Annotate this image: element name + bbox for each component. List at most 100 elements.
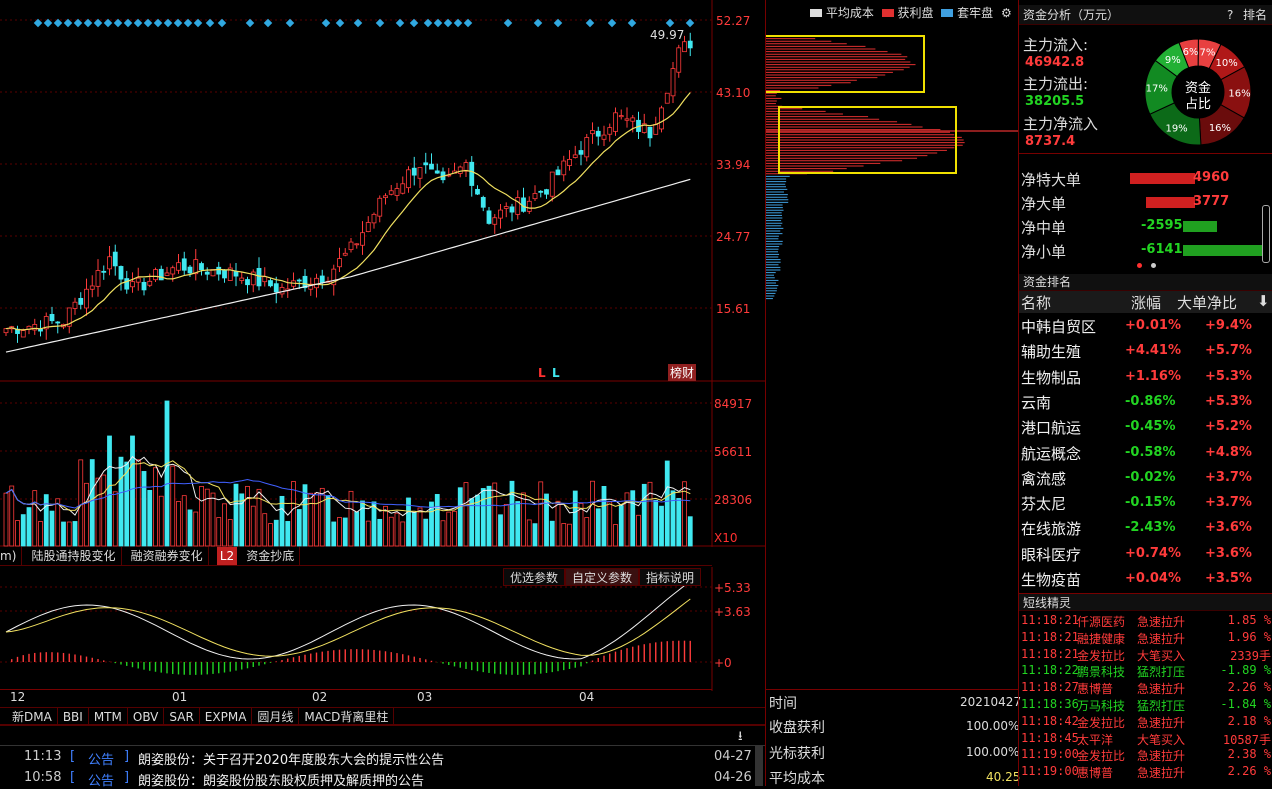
flash-stock[interactable]: 鹏景科技 xyxy=(1077,665,1126,680)
flash-stock[interactable]: 太平洋 xyxy=(1077,732,1114,747)
volume-bar xyxy=(273,519,279,547)
indicator-help-button[interactable]: 指标说明 xyxy=(639,568,702,586)
flash-stock[interactable]: 万马科技 xyxy=(1077,699,1126,713)
page-dot[interactable] xyxy=(1151,263,1156,268)
candle-body xyxy=(66,307,72,327)
flash-stock[interactable]: 惠博普 xyxy=(1077,766,1114,781)
volume-bar xyxy=(480,488,486,547)
tab-l2-badge[interactable]: L2 xyxy=(216,547,238,565)
net-order-bar xyxy=(1183,221,1217,232)
tab-moon[interactable]: 圆月线 xyxy=(252,708,300,726)
macd-chart[interactable]: +5.33 +3.63 +0 xyxy=(0,567,765,691)
page-dot-active[interactable] xyxy=(1137,263,1142,268)
rank-link[interactable]: 排名 xyxy=(1243,8,1268,22)
donut-slice-label: 6% xyxy=(1183,47,1199,58)
flash-row[interactable]: 11:18:42 金发拉比 急速拉升 2.18 % xyxy=(1019,713,1272,730)
preset-params-button[interactable]: 优选参数 xyxy=(503,568,566,586)
flash-row[interactable]: 11:18:21 仟源医药 急速拉升 1.85 % xyxy=(1019,612,1272,629)
avg-cost-value: 40.25 xyxy=(986,770,1021,784)
candle-body xyxy=(118,266,124,280)
candle-body xyxy=(584,137,590,158)
flash-row[interactable]: 11:19:00 惠博普 急速拉升 2.26 % xyxy=(1019,763,1272,780)
tab-hk-connect[interactable]: 陆股通持股变化 xyxy=(27,547,122,565)
tab-fund-bottom[interactable]: 资金抄底 xyxy=(241,547,301,565)
candle-body xyxy=(268,280,273,287)
volume-panel[interactable]: 84917 56611 28306 X10 xyxy=(0,382,765,547)
chip-panel[interactable]: 平均成本 获利盘 套牢盘 ⚙ 时间 20210427 收盘获利 100.00% … xyxy=(761,0,1021,787)
candle-body xyxy=(43,316,49,330)
download-icon[interactable]: ⭳ xyxy=(738,729,743,744)
custom-params-button[interactable]: 自定义参数 xyxy=(565,568,640,586)
flash-stock[interactable]: 融捷健康 xyxy=(1077,631,1126,646)
col-name[interactable]: 名称 xyxy=(1021,294,1052,312)
rank-row[interactable]: 航运概念 -0.58% +4.8% xyxy=(1019,440,1272,465)
flash-time: 11:18:21 xyxy=(1021,613,1079,627)
news-scrollbar[interactable] xyxy=(755,746,763,786)
badge-label[interactable]: 榜财 xyxy=(668,364,697,381)
candle-body xyxy=(503,206,509,209)
avg-cost-label: 平均成本 xyxy=(769,771,825,787)
rank-row[interactable]: 生物制品 +1.16% +5.3% xyxy=(1019,364,1272,389)
candle-body xyxy=(176,262,181,271)
tab-dma[interactable]: 新DMA xyxy=(0,708,58,726)
tab-expma[interactable]: EXPMA xyxy=(200,708,253,726)
settings-icon[interactable]: ⚙ xyxy=(1001,6,1012,20)
flash-stock[interactable]: 仟源医药 xyxy=(1077,615,1126,629)
rank-row[interactable]: 辅助生殖 +4.41% +5.7% xyxy=(1019,338,1272,363)
news-title[interactable]: 朗姿股份：朗姿股份股东股权质押及解质押的公告 xyxy=(138,774,425,789)
rank-row[interactable]: 云南 -0.86% +5.3% xyxy=(1019,389,1272,414)
flash-row[interactable]: 11:18:45 太平洋 大笔买入 10587手 xyxy=(1019,730,1272,747)
candle-body xyxy=(170,267,176,275)
volume-bar xyxy=(388,516,394,547)
volume-bar xyxy=(204,488,210,547)
chip-distribution[interactable] xyxy=(761,0,1019,690)
flash-stock[interactable]: 金发拉比 xyxy=(1077,715,1126,730)
fund-ratio-donut[interactable]: 6% 7%10% 16% 16% 19% 17% 9% xyxy=(1143,37,1253,147)
flash-row[interactable]: 11:19:00 金发拉比 急速拉升 2.38 % xyxy=(1019,746,1272,763)
volume-chart[interactable]: 84917 56611 28306 xyxy=(0,382,765,547)
net-order-scrollbar[interactable] xyxy=(1262,205,1270,263)
tab-sar[interactable]: SAR xyxy=(164,708,200,726)
rank-row[interactable]: 中韩自贸区 +0.01% +9.4% xyxy=(1019,313,1272,338)
col-ratio[interactable]: 大单净比 xyxy=(1177,294,1238,312)
flash-row[interactable]: 11:18:36 万马科技 猛烈打压 -1.84 % xyxy=(1019,696,1272,713)
volume-bar xyxy=(394,512,400,547)
highlight-box-lower xyxy=(778,106,957,174)
flash-row[interactable]: 11:18:22 鹏景科技 猛烈打压 -1.89 % xyxy=(1019,662,1272,679)
rank-row[interactable]: 生物疫苗 +0.04% +3.5% xyxy=(1019,566,1272,591)
tab-macd-div[interactable]: MACD背离里柱 xyxy=(299,708,395,726)
rank-row[interactable]: 港口航运 -0.45% +5.2% xyxy=(1019,414,1272,439)
kline-chart[interactable]: 52.27 43.10 33.94 24.77 15.61 xyxy=(0,0,765,382)
news-title[interactable]: 朗姿股份：关于召开2020年度股东大会的提示性公告 xyxy=(138,753,445,768)
flash-stock[interactable]: 金发拉比 xyxy=(1077,648,1126,663)
macd-tick-label: +5.33 xyxy=(714,581,751,595)
news-type: 公告 xyxy=(88,774,115,789)
tab-obv[interactable]: OBV xyxy=(128,708,165,726)
flash-row[interactable]: 11:18:27 惠博普 急速拉升 2.26 % xyxy=(1019,679,1272,696)
tab-mtm[interactable]: MTM xyxy=(89,708,128,726)
month-label-12: 12 xyxy=(10,690,26,704)
news-item[interactable]: 10:58 [ 公告 ] 朗姿股份：朗姿股份股东股权质押及解质押的公告 04-2… xyxy=(24,770,752,789)
flash-row[interactable]: 11:18:21 融捷健康 急速拉升 1.96 % xyxy=(1019,629,1272,646)
macd-panel[interactable]: 优选参数 自定义参数 指标说明 +5.33 +3.63 +0 xyxy=(0,567,765,691)
flash-row[interactable]: 11:18:21 金发拉比 大笔买入 2339手 xyxy=(1019,646,1272,663)
flash-stock[interactable]: 惠博普 xyxy=(1077,682,1114,697)
news-item[interactable]: 11:13 [ 公告 ] 朗姿股份：关于召开2020年度股东大会的提示性公告 0… xyxy=(24,749,752,768)
kline-panel[interactable]: 52.27 43.10 33.94 24.77 15.61 49.97 L L 榜财 xyxy=(0,0,765,382)
main-net-value: 8737.4 xyxy=(1025,134,1076,149)
rank-row[interactable]: 在线旅游 -2.43% +3.6% xyxy=(1019,515,1272,540)
tab-truncated[interactable]: m) xyxy=(0,547,23,565)
rank-ratio: +3.6% xyxy=(1205,545,1252,561)
tab-bbi[interactable]: BBI xyxy=(58,708,89,726)
rank-row[interactable]: 禽流感 -0.02% +3.7% xyxy=(1019,465,1272,490)
flash-stock[interactable]: 金发拉比 xyxy=(1077,749,1126,764)
rank-name: 中韩自贸区 xyxy=(1021,318,1097,336)
help-icon[interactable]: ? xyxy=(1227,8,1234,22)
candle-body xyxy=(55,321,61,324)
col-change[interactable]: 涨幅 xyxy=(1131,294,1162,312)
rank-row[interactable]: 芬太尼 -0.15% +3.7% xyxy=(1019,490,1272,515)
sort-down-icon[interactable]: ⬇ xyxy=(1257,292,1270,310)
tab-margin[interactable]: 融资融券变化 xyxy=(126,547,209,565)
rank-row[interactable]: 眼科医疗 +0.74% +3.6% xyxy=(1019,541,1272,566)
volume-bar xyxy=(653,499,659,547)
